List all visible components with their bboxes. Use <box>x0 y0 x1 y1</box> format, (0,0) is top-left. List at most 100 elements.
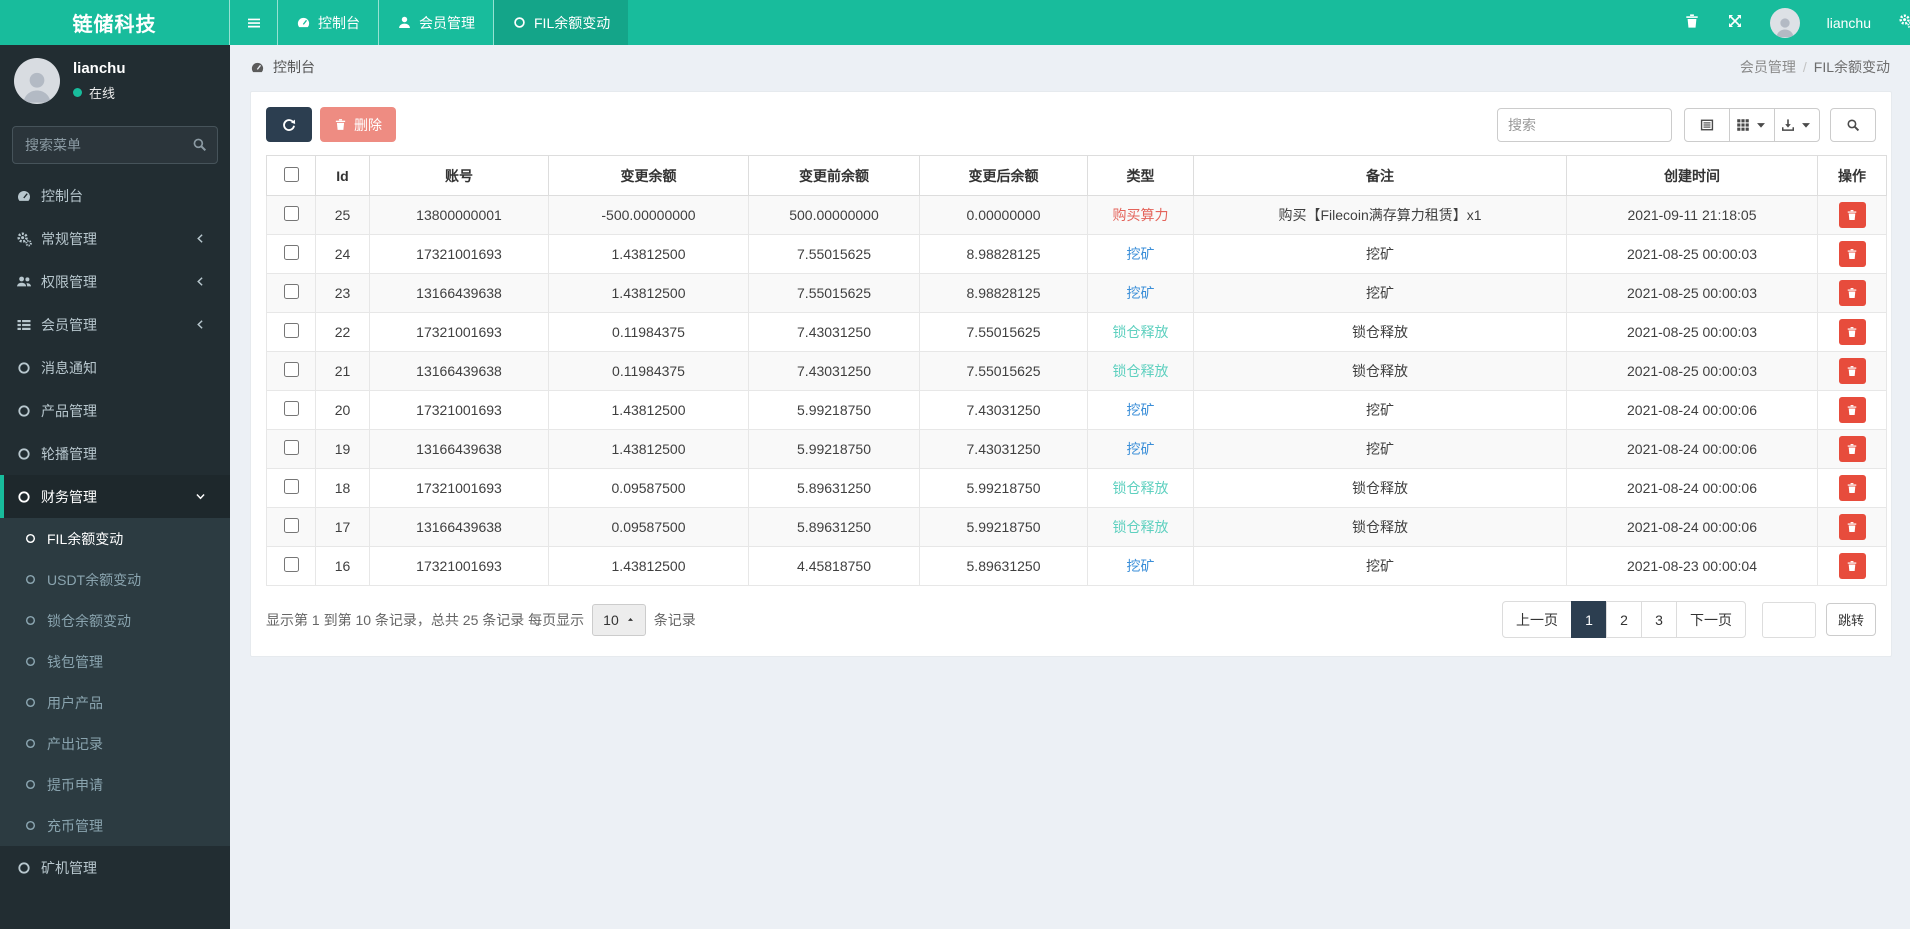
sidebar-search <box>12 126 218 164</box>
row-type-label: 挖矿 <box>1126 441 1155 457</box>
sidebar-item-财务管理[interactable]: 财务管理 <box>0 475 230 518</box>
row-checkbox[interactable] <box>283 245 299 260</box>
table-view-button-group <box>1684 107 1820 142</box>
sidebar-subitem-提币申请[interactable]: 提币申请 <box>0 764 230 805</box>
row-delete-button[interactable] <box>1838 397 1866 423</box>
sidebar-item-label: 轮播管理 <box>41 445 97 462</box>
trash-icon <box>1846 365 1858 377</box>
row-actions-cell <box>1817 312 1887 352</box>
row-actions-cell <box>1817 351 1887 391</box>
page-button-3[interactable]: 3 <box>1640 601 1677 638</box>
row-select-cell <box>266 351 316 391</box>
page-button-下一页[interactable]: 下一页 <box>1675 601 1746 638</box>
columns-button[interactable] <box>1729 107 1775 142</box>
breadcrumb-left[interactable]: 控制台 <box>250 57 315 77</box>
sidebar-item-轮播管理[interactable]: 轮播管理 <box>0 432 230 475</box>
row-delete-button[interactable] <box>1838 319 1866 345</box>
circle-icon <box>16 360 32 376</box>
row-delete-button[interactable] <box>1838 553 1866 579</box>
row-change-amount: 0.11984375 <box>548 351 749 391</box>
select-all-checkbox[interactable] <box>283 166 299 182</box>
sidebar-subitem-用户产品[interactable]: 用户产品 <box>0 682 230 723</box>
row-checkbox[interactable] <box>283 362 299 377</box>
row-checkbox[interactable] <box>283 518 299 533</box>
nav-tab-FIL余额变动[interactable]: FIL余额变动 <box>494 0 629 45</box>
page-button-2[interactable]: 2 <box>1605 601 1642 638</box>
user-status[interactable]: 在线 <box>73 83 126 102</box>
table-row: 25 13800000001 -500.00000000 500.00000000 0.… <box>266 195 1887 235</box>
sidebar-subitem-label: FIL余额变动 <box>47 530 124 547</box>
column-header-Id: Id <box>315 155 370 196</box>
export-button[interactable] <box>1774 107 1820 142</box>
page-button-上一页[interactable]: 上一页 <box>1501 601 1572 638</box>
sidebar-item-消息通知[interactable]: 消息通知 <box>0 346 230 389</box>
row-checkbox[interactable] <box>283 557 299 572</box>
search-icon[interactable] <box>192 137 207 152</box>
row-after-balance: 7.55015625 <box>919 312 1088 352</box>
sidebar-subitem-锁仓余额变动[interactable]: 锁仓余额变动 <box>0 600 230 641</box>
caret-down-icon <box>1799 118 1813 132</box>
settings-gear-button[interactable] <box>1898 13 1910 32</box>
row-created-time: 2021-08-25 00:00:03 <box>1566 312 1818 352</box>
row-before-balance: 5.89631250 <box>748 468 920 508</box>
circle-icon <box>24 778 37 791</box>
page-jump-input[interactable] <box>1761 601 1816 638</box>
sidebar-subitem-充币管理[interactable]: 充币管理 <box>0 805 230 846</box>
sidebar-subitem-USDT余额变动[interactable]: USDT余额变动 <box>0 559 230 600</box>
brand-logo[interactable]: 链储科技 <box>0 0 230 45</box>
sidebar-item-控制台[interactable]: 控制台 <box>0 174 230 217</box>
refresh-button[interactable] <box>266 107 312 142</box>
row-change-amount: 1.43812500 <box>548 546 749 586</box>
row-change-amount: 1.43812500 <box>548 234 749 274</box>
row-delete-button[interactable] <box>1838 514 1866 540</box>
sidebar-item-矿机管理[interactable]: 矿机管理 <box>0 846 230 889</box>
row-checkbox[interactable] <box>283 440 299 455</box>
page-jump-button[interactable]: 跳转 <box>1825 603 1876 636</box>
row-account: 17321001693 <box>369 234 549 274</box>
row-type-cell: 锁仓释放 <box>1087 351 1194 391</box>
sidebar-item-产品管理[interactable]: 产品管理 <box>0 389 230 432</box>
page-size-dropdown[interactable]: 10 <box>592 603 646 636</box>
navbar-username[interactable]: lianchu <box>1826 14 1871 31</box>
page-button-1[interactable]: 1 <box>1570 601 1607 638</box>
export-icon <box>1781 118 1795 132</box>
row-type-cell: 锁仓释放 <box>1087 312 1194 352</box>
row-delete-button[interactable] <box>1838 475 1866 501</box>
advanced-search-button[interactable] <box>1830 107 1876 142</box>
trash-nav-button[interactable] <box>1684 13 1700 32</box>
row-checkbox[interactable] <box>283 284 299 299</box>
fullscreen-button[interactable] <box>1727 13 1743 32</box>
row-delete-button[interactable] <box>1838 436 1866 462</box>
sidebar-subitem-钱包管理[interactable]: 钱包管理 <box>0 641 230 682</box>
trash-icon <box>1846 482 1858 494</box>
detail-view-button[interactable] <box>1684 107 1730 142</box>
table-card: 删除 Id账号变更余额变更前余额变更后余额类型备注创建时间操作251380000… <box>250 91 1892 657</box>
nav-tab-会员管理[interactable]: 会员管理 <box>379 0 494 45</box>
row-checkbox[interactable] <box>283 206 299 221</box>
breadcrumb-parent[interactable]: 会员管理 <box>1739 59 1796 75</box>
row-account: 13800000001 <box>369 195 549 235</box>
sidebar-item-常规管理[interactable]: 常规管理 <box>0 217 230 260</box>
row-delete-button[interactable] <box>1838 241 1866 267</box>
row-delete-button[interactable] <box>1838 358 1866 384</box>
sidebar-search-input[interactable] <box>12 126 218 164</box>
sidebar-subitem-FIL余额变动[interactable]: FIL余额变动 <box>0 518 230 559</box>
sidebar-username: lianchu <box>73 60 126 77</box>
sidebar-item-权限管理[interactable]: 权限管理 <box>0 260 230 303</box>
row-type-label: 锁仓释放 <box>1112 324 1169 340</box>
navbar-avatar[interactable] <box>1769 7 1800 38</box>
row-checkbox[interactable] <box>283 479 299 494</box>
sidebar-toggle-button[interactable] <box>230 0 278 45</box>
table-search-input[interactable] <box>1497 107 1672 142</box>
delete-button[interactable]: 删除 <box>320 107 396 142</box>
row-delete-button[interactable] <box>1838 202 1866 228</box>
nav-tab-控制台[interactable]: 控制台 <box>278 0 379 45</box>
row-checkbox[interactable] <box>283 323 299 338</box>
row-account: 13166439638 <box>369 351 549 391</box>
sidebar-item-会员管理[interactable]: 会员管理 <box>0 303 230 346</box>
column-header-备注: 备注 <box>1193 155 1567 196</box>
sidebar-subitem-产出记录[interactable]: 产出记录 <box>0 723 230 764</box>
row-checkbox[interactable] <box>283 401 299 416</box>
row-delete-button[interactable] <box>1838 280 1866 306</box>
trash-icon <box>1846 287 1858 299</box>
